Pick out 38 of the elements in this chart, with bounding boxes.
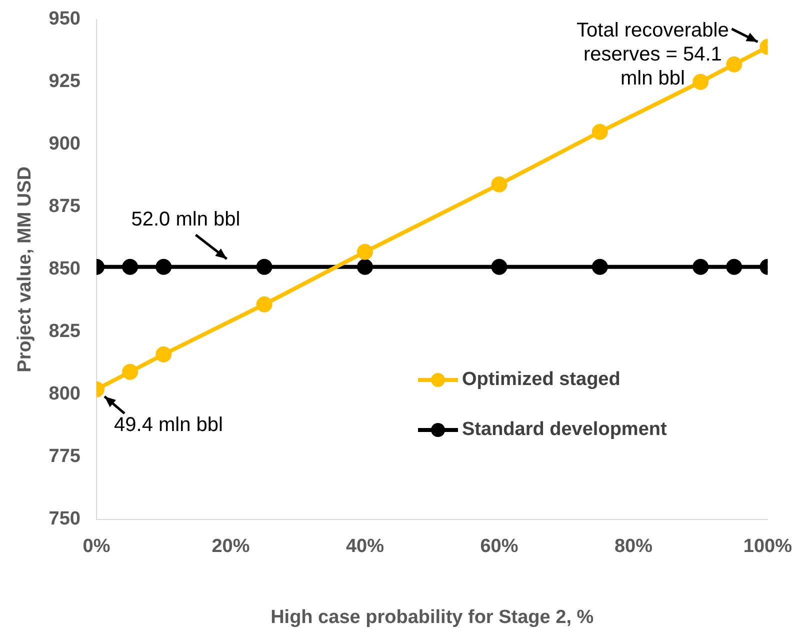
- y-axis-title: Project value, MM USD: [14, 166, 36, 372]
- point: [491, 258, 508, 275]
- legend-label: Standard development: [462, 419, 667, 441]
- y-tick-label: 950: [48, 8, 80, 30]
- point: [256, 296, 272, 312]
- x-axis-title: High case probability for Stage 2, %: [270, 606, 594, 628]
- point: [356, 244, 373, 260]
- y-tick-label: 800: [48, 384, 80, 405]
- x-tick-label: 80%: [614, 536, 653, 558]
- point: [156, 258, 172, 275]
- x-tick-label: 40%: [346, 536, 384, 558]
- x-tick-label: 20%: [212, 536, 250, 558]
- point: [726, 258, 742, 275]
- point: [592, 124, 608, 140]
- x-tick-label: 100%: [743, 536, 792, 558]
- y-tick-label: 875: [48, 196, 81, 218]
- point: [156, 346, 172, 362]
- point: [491, 176, 508, 192]
- legend-label: Optimized staged: [462, 369, 620, 391]
- annotation: Total recoverable reserves = 54.1 mln bbl: [576, 19, 729, 90]
- point: [256, 258, 272, 275]
- point: [692, 258, 709, 275]
- point: [122, 258, 138, 275]
- y-tick-label: 825: [48, 321, 81, 342]
- x-tick-label: 60%: [480, 536, 518, 558]
- y-tick-label: 925: [48, 71, 81, 92]
- point: [356, 258, 373, 275]
- point: [692, 74, 709, 90]
- point: [726, 56, 742, 72]
- annotation: 49.4 mln bbl: [114, 414, 223, 436]
- y-tick-label: 750: [48, 508, 80, 530]
- point: [122, 364, 138, 380]
- annotation: 52.0 mln bbl: [131, 208, 240, 230]
- y-tick-label: 775: [48, 446, 81, 468]
- point: [592, 258, 608, 275]
- y-tick-label: 850: [48, 258, 80, 280]
- x-tick-label: 0%: [82, 536, 110, 558]
- y-tick-label: 900: [48, 134, 80, 155]
